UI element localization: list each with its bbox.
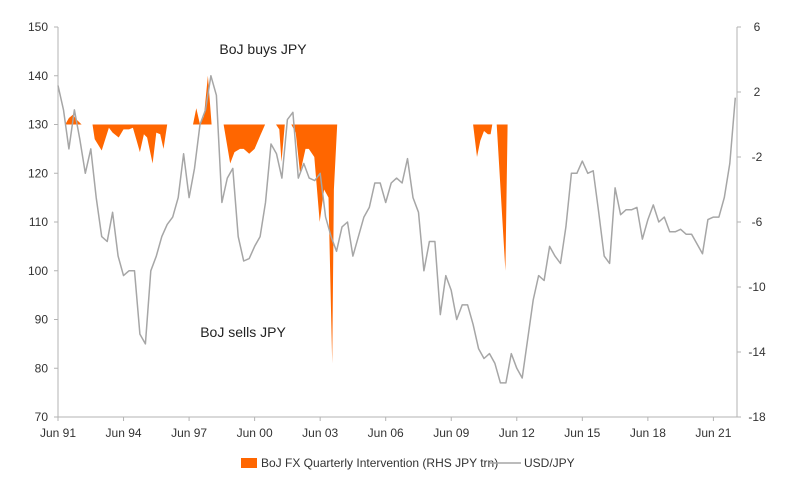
usdjpy-line-layer: [57, 75, 737, 384]
right-tick-label: -14: [748, 345, 766, 359]
left-tick-label: 130: [28, 118, 48, 132]
x-tick-label: Jun 94: [106, 426, 142, 440]
x-tick-label: Jun 97: [171, 426, 207, 440]
x-tick-label: Jun 91: [40, 426, 76, 440]
right-tick-label: 2: [754, 85, 761, 99]
x-tick-label: Jun 00: [237, 426, 273, 440]
x-tick-label: Jun 15: [564, 426, 600, 440]
x-tick-label: Jun 03: [302, 426, 338, 440]
legend-label-usdjpy: USD/JPY: [524, 456, 575, 470]
x-tick-label: Jun 21: [695, 426, 731, 440]
legend-swatch-intervention: [241, 458, 257, 468]
annotation-sells: BoJ sells JPY: [200, 324, 286, 340]
left-tick-label: 100: [28, 264, 48, 278]
left-axis-ticks: 70 80 90 100 110 120 130 140 150: [28, 20, 58, 424]
left-tick-label: 90: [35, 313, 49, 327]
left-tick-label: 80: [35, 361, 49, 375]
x-tick-label: Jun 18: [630, 426, 666, 440]
left-tick-label: 120: [28, 166, 48, 180]
right-tick-label: 6: [754, 20, 761, 34]
right-tick-label: -18: [748, 410, 766, 424]
left-tick-label: 110: [29, 215, 48, 229]
legend: BoJ FX Quarterly Intervention (RHS JPY t…: [241, 456, 575, 470]
right-axis-ticks: -18 -14 -10 -6 -2 2 6: [737, 20, 766, 424]
x-axis-ticks: Jun 91 Jun 94 Jun 97 Jun 00 Jun 03 Jun 06 Jun …: [40, 417, 732, 440]
right-tick-label: -6: [752, 215, 763, 229]
annotation-buys: BoJ buys JPY: [219, 41, 307, 57]
usdjpy-line: [57, 75, 737, 384]
left-tick-label: 150: [28, 20, 48, 34]
right-tick-label: -10: [748, 280, 766, 294]
intervention-area: [58, 75, 508, 364]
x-tick-label: Jun 12: [499, 426, 535, 440]
axes: [57, 27, 738, 418]
left-tick-label: 70: [35, 410, 49, 424]
x-tick-label: Jun 09: [433, 426, 469, 440]
right-tick-label: -2: [752, 150, 763, 164]
x-tick-label: Jun 06: [368, 426, 404, 440]
left-tick-label: 140: [28, 69, 48, 83]
legend-label-intervention: BoJ FX Quarterly Intervention (RHS JPY t…: [261, 456, 498, 470]
intervention-area-layer: [58, 75, 508, 364]
